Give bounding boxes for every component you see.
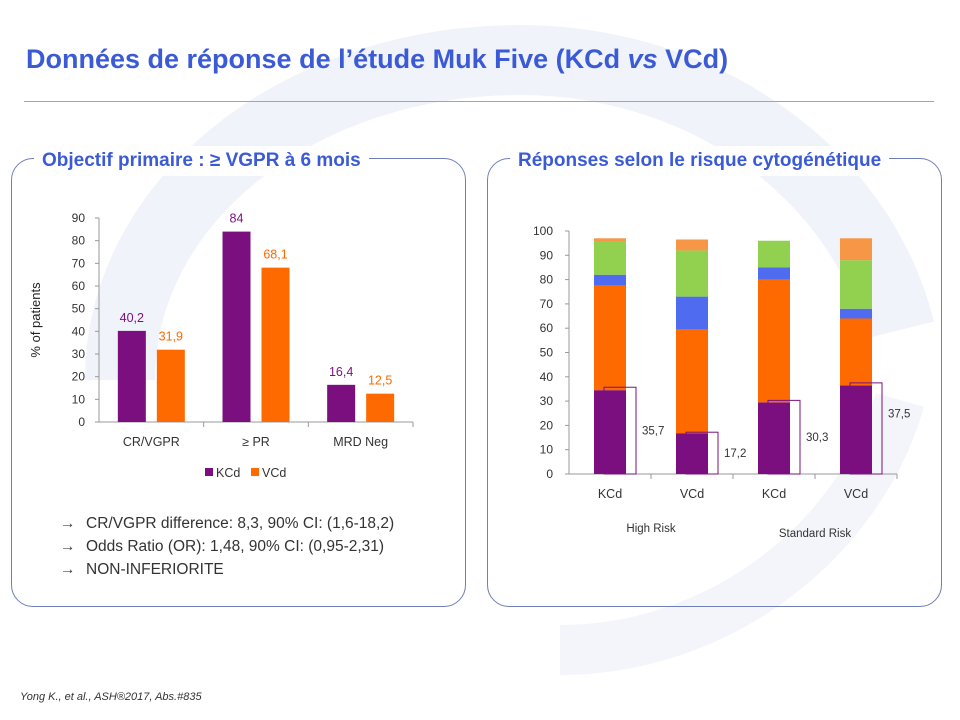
x-tick-label: VCd [844,487,868,501]
arrow-icon: → [60,515,76,532]
data-label: 16,4 [329,365,353,379]
group-label: High Risk [626,523,675,535]
bar-kcd [117,330,146,422]
y-tick-label: 100 [533,224,553,238]
bar-vcd [366,393,395,422]
arrow-icon: → [60,561,76,578]
bar-kcd [222,231,251,422]
stack-segment-1 [594,285,626,391]
stack-segment-0 [840,385,872,474]
bullet-item: → Odds Ratio (OR): 1,48, 90% CI: (0,95-2,… [60,535,394,558]
y-tick-label: 70 [540,297,554,311]
data-label: 84 [230,212,244,226]
cytogenetic-risk-chart: 0 10 20 30 40 50 60 70 80 90 100 35,7 KCd 17,2 VCd 30,3… [533,224,910,540]
y-tick-label: 90 [540,248,554,262]
bar-vcd [261,267,290,422]
data-label: 68,1 [263,248,287,262]
stack-segment-1 [840,318,872,386]
y-tick-label: 20 [540,418,554,432]
stack-segment-4 [594,238,626,242]
y-tick-label: 30 [540,394,554,408]
x-tick-label: KCd [762,487,786,501]
stack-segment-3 [594,241,626,275]
y-tick-label: 10 [540,443,554,457]
stack-segment-2 [758,267,790,280]
y-tick-label: 10 [72,392,86,406]
data-label: 30,3 [806,432,828,444]
stack-segment-0 [676,433,708,474]
y-tick-label: 50 [72,302,86,316]
outlined-bar [849,382,883,475]
data-label: 37,5 [888,408,910,420]
x-tick-label: CR/VGPR [123,435,180,449]
bullet-item: → CR/VGPR difference: 8,3, 90% CI: (1,6-1… [60,512,394,535]
x-tick-label: MRD Neg [333,435,388,449]
legend-swatch-kcd [205,468,213,476]
group-label: Standard Risk [779,528,851,540]
bar-kcd [327,384,356,422]
legend-label-kcd: KCd [216,466,240,480]
y-tick-label: 20 [72,370,86,384]
data-label: 17,2 [724,448,746,460]
y-tick-label: 60 [540,321,554,335]
y-tick-label: 80 [72,234,86,248]
stack-segment-1 [676,329,708,434]
y-tick-label: 90 [72,211,86,225]
stack-segment-2 [840,308,872,319]
stack-segment-3 [840,260,872,309]
outlined-bar [767,399,801,475]
stack-segment-4 [676,239,708,251]
stack-segment-0 [594,390,626,474]
y-tick-label: 80 [540,273,554,287]
x-tick-label: ≥ PR [242,435,270,449]
y-tick-label: 40 [72,324,86,338]
stack-segment-2 [594,274,626,286]
y-tick-label: 50 [540,346,554,360]
stack-segment-3 [758,240,790,268]
page-title: Données de réponse de l’étude Muk Five (… [26,44,729,74]
y-tick-label: 60 [72,279,86,293]
x-tick-label: KCd [598,487,622,501]
data-label: 35,7 [642,426,664,438]
data-label: 31,9 [159,330,183,344]
legend-swatch-vcd [251,468,259,476]
stack-segment-1 [758,279,790,403]
citation: Yong K., et al., ASH®2017, Abs.#835 [20,691,202,703]
stack-segment-2 [676,296,708,330]
stack-segment-3 [676,250,708,297]
title-divider [24,101,934,102]
right-panel-heading: Réponses selon le risque cytogénétique [510,146,890,176]
y-tick-label: 0 [546,467,553,481]
y-tick-label: 30 [72,347,86,361]
data-label: 40,2 [120,311,144,325]
arrow-icon: → [60,538,76,555]
y-axis-label: % of patients [28,282,43,358]
y-tick-label: 40 [540,370,554,384]
bullet-item: → NON-INFERIORITE [60,558,394,581]
primary-endpoint-chart: 0 10 20 30 40 50 60 70 80 90 % of patients 40,2 31,9… [28,211,414,480]
x-tick-label: VCd [680,487,704,501]
y-tick-label: 70 [72,256,86,270]
stack-segment-0 [758,402,790,474]
result-bullets: → CR/VGPR difference: 8,3, 90% CI: (1,6-1… [60,512,394,581]
stack-segment-4 [840,238,872,261]
legend-label-vcd: VCd [262,466,286,480]
bar-vcd [156,349,185,422]
left-panel-heading: Objectif primaire : ≥ VGPR à 6 mois [34,146,369,176]
y-tick-label: 0 [78,415,85,429]
outlined-bar [603,386,637,475]
data-label: 12,5 [368,374,392,388]
outlined-bar [685,431,719,475]
